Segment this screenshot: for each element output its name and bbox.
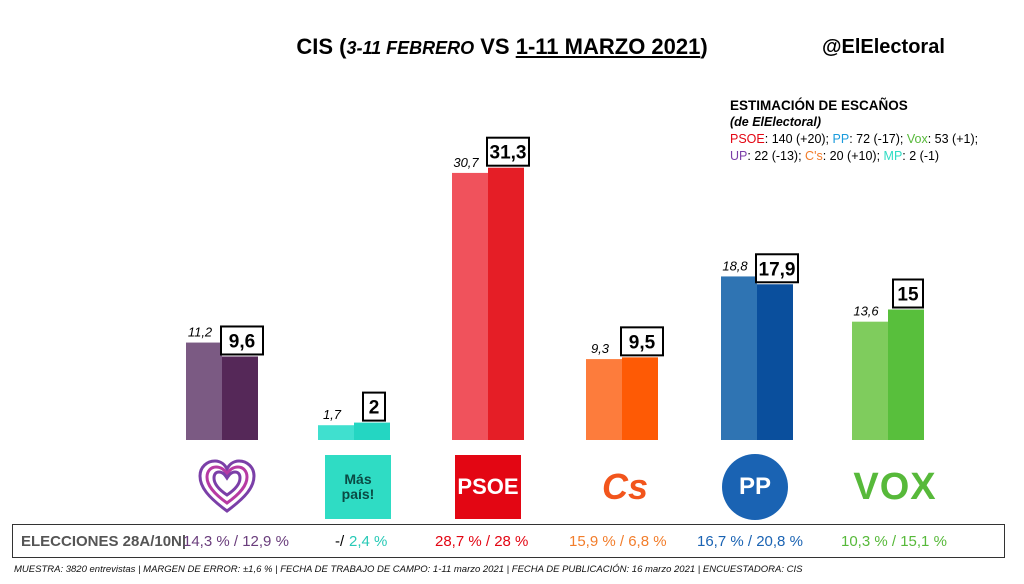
label-feb-mspas: 1,7: [323, 407, 342, 422]
vox-logo: VOX: [840, 462, 950, 512]
bar-mar-mspas: [354, 422, 390, 440]
seat-estimate-line-2: UP: 22 (-13); C's: 20 (+10); MP: 2 (-1): [730, 148, 978, 165]
pp-logo-text: PP: [738, 473, 771, 500]
bar-feb-pp: [721, 276, 757, 440]
seat-party-mp: MP: [883, 149, 903, 163]
mas-pais-logo-text: Más país!: [341, 471, 375, 502]
psoe-logo: PSOE: [455, 455, 521, 519]
label-feb-vox: 13,6: [853, 304, 879, 319]
election-results-label: ELECCIONES 28A/10N|: [21, 532, 187, 550]
seat-party-up: UP: [730, 149, 748, 163]
label-box-mar-vox: [892, 278, 924, 309]
methodology-footer: MUESTRA: 3820 entrevistas | MARGEN DE ER…: [14, 564, 803, 575]
cs-logo: Cs: [590, 455, 660, 519]
bar-mar-vox: [888, 309, 924, 440]
result-psoe: 28,7 % / 28 %: [435, 532, 529, 550]
heart-icon: [198, 459, 256, 513]
label-box-mar-psoe: [486, 136, 530, 167]
page-title: CIS (3-11 FEBRERO VS 1-11 MARZO 2021): [262, 34, 742, 60]
label-box-mar-pp: [755, 253, 799, 284]
seat-value: : 22 (-13);: [747, 149, 806, 163]
label-feb-up: 11,2: [188, 325, 213, 340]
label-mar-up: 9,6: [229, 331, 255, 352]
label-box-mar-up: [220, 325, 264, 356]
bar-mar-pp: [757, 284, 793, 440]
bar-feb-mspas: [318, 425, 354, 440]
seat-value: : 20 (+10);: [822, 149, 884, 163]
result-up: 14,3 % / 12,9 %: [183, 532, 289, 550]
label-mar-mspas: 2: [369, 398, 380, 419]
bar-feb-psoe: [452, 172, 488, 440]
label-mar-vox: 15: [897, 285, 919, 306]
result-cs: 15,9 % / 6,8 %: [569, 532, 667, 550]
title-vs: VS: [474, 34, 516, 59]
seat-estimate-source: (de ElElectoral): [730, 115, 821, 129]
label-feb-pp: 18,8: [722, 258, 748, 273]
result-vox: 10,3 % / 15,1 %: [841, 532, 947, 550]
twitter-handle: @ElElectoral: [822, 36, 945, 58]
seat-party-pp: PP: [832, 132, 850, 146]
seat-party-cs: C's: [805, 149, 823, 163]
title-prefix: CIS (: [296, 34, 347, 59]
label-feb-psoe: 30,7: [453, 155, 479, 170]
bar-feb-up: [186, 342, 222, 440]
seat-party-psoe: PSOE: [730, 132, 765, 146]
election-results-bar: ELECCIONES 28A/10N| 14,3 % / 12,9 % -/ 2…: [12, 524, 1005, 558]
result-mas-pais-prev: -/: [335, 532, 345, 550]
seat-value: : 53 (+1);: [927, 132, 979, 146]
up-logo: [192, 455, 262, 519]
cs-logo-text: Cs: [601, 466, 649, 507]
bar-mar-psoe: [488, 167, 524, 440]
bar-mar-up: [222, 356, 258, 440]
bar-feb-vox: [852, 321, 888, 440]
label-mar-psoe: 31,3: [490, 143, 527, 164]
seat-estimate-heading: ESTIMACIÓN DE ESCAÑOS: [730, 98, 908, 113]
result-pp: 16,7 % / 20,8 %: [697, 532, 803, 550]
seat-value: : 2 (-1): [902, 149, 940, 163]
seat-estimate-box: ESTIMACIÓN DE ESCAÑOS (de ElElectoral) P…: [730, 97, 978, 165]
psoe-logo-text: PSOE: [457, 474, 519, 499]
bar-mar-cs: [622, 357, 658, 440]
label-mar-pp: 17,9: [759, 259, 796, 280]
seat-value: : 72 (-17);: [849, 132, 907, 146]
label-box-mar-mspas: [362, 391, 386, 422]
title-suffix: ): [700, 34, 708, 59]
seat-estimate-line-1: PSOE: 140 (+20); PP: 72 (-17); Vox: 53 (…: [730, 131, 978, 148]
bar-feb-cs: [586, 359, 622, 440]
mas-pais-logo: Más país!: [325, 455, 391, 519]
vox-logo-text: VOX: [853, 465, 937, 508]
result-mas-pais: 2,4 %: [349, 532, 388, 550]
seat-party-vox: Vox: [906, 132, 928, 146]
title-mar: 1-11 MARZO 2021: [515, 34, 701, 59]
pp-logo-circle: PP: [722, 454, 788, 520]
pp-logo: PP: [720, 452, 790, 522]
seat-value: : 140 (+20);: [764, 132, 833, 146]
label-mar-cs: 9,5: [629, 332, 656, 353]
label-box-mar-cs: [620, 326, 664, 357]
title-feb: 3-11 FEBRERO: [346, 38, 475, 58]
label-feb-cs: 9,3: [591, 341, 610, 356]
bar-chart: 11,2 9,6 1,7 2 30,7 31,3 9,3 9,5 18,8 17,9 13,6 15: [186, 136, 924, 440]
